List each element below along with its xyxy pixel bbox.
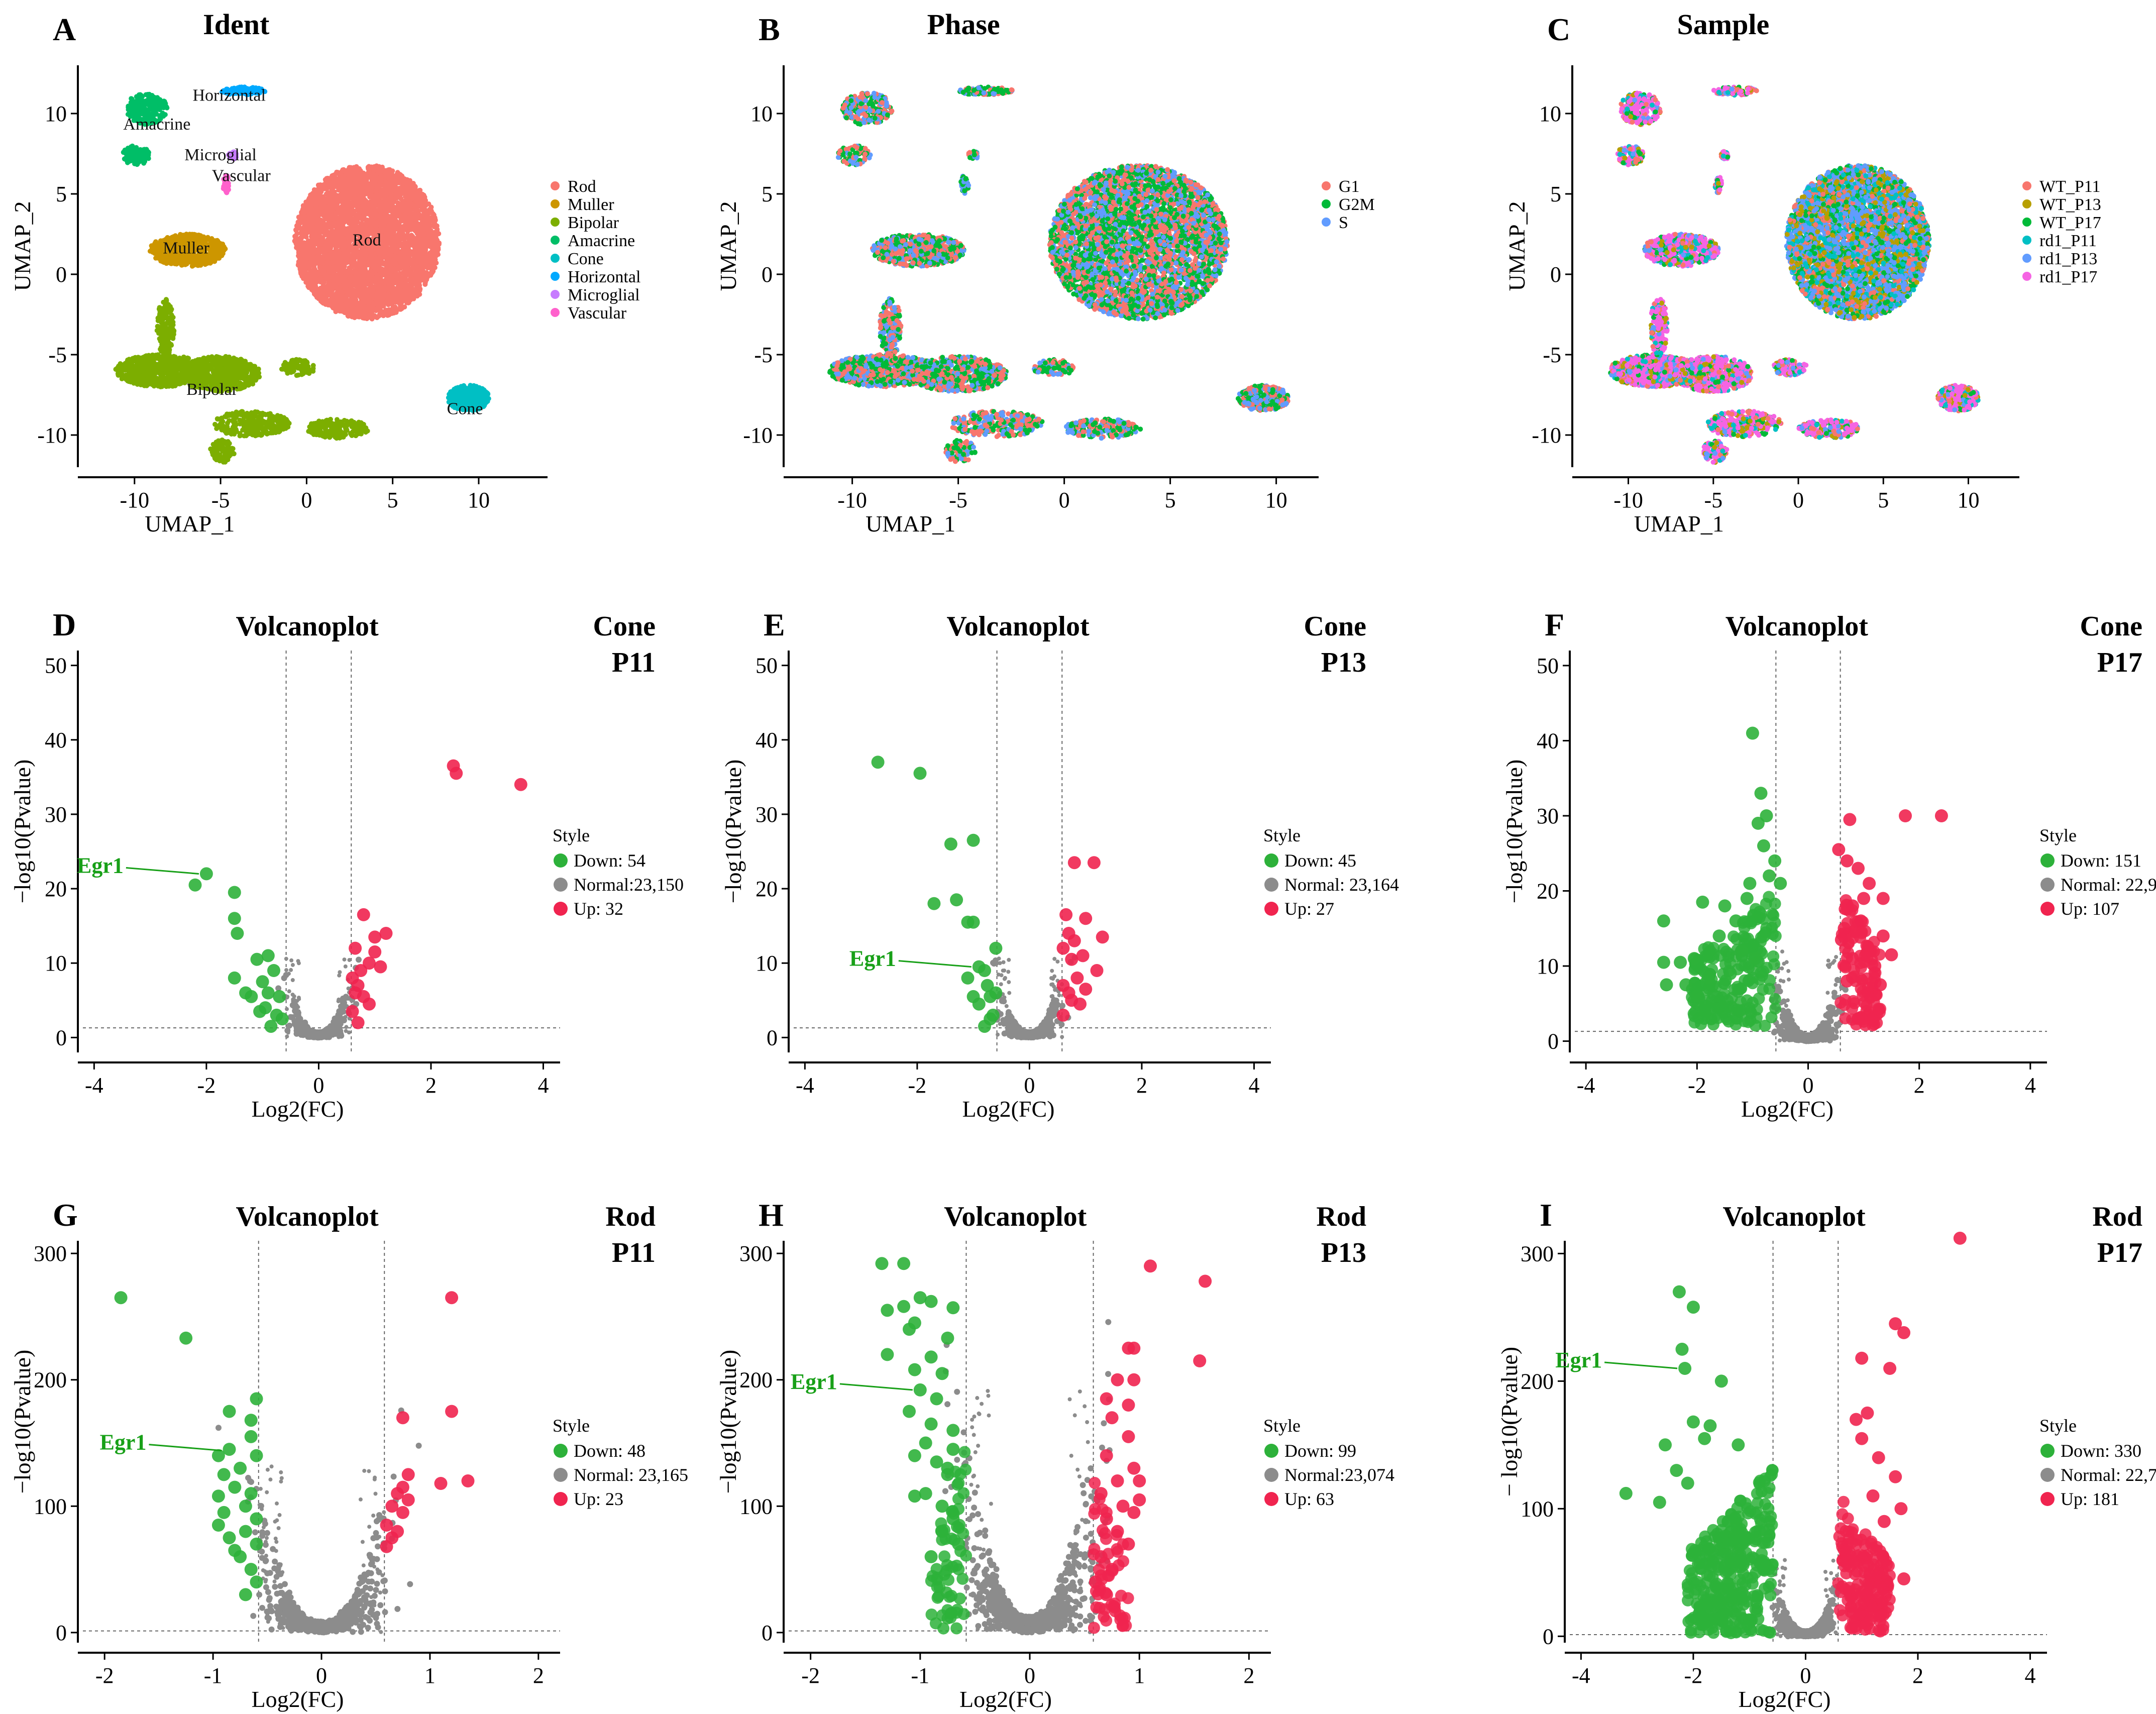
figure-canvas: -10 -5 0 5 10-10-50510UMAP_1UMAP_2IdentARodM… [0,0,2156,1714]
umap-panel-A: -10 -5 0 5 10-10-50510UMAP_1UMAP_2IdentARodM… [10,8,640,537]
umap-points [114,84,491,465]
